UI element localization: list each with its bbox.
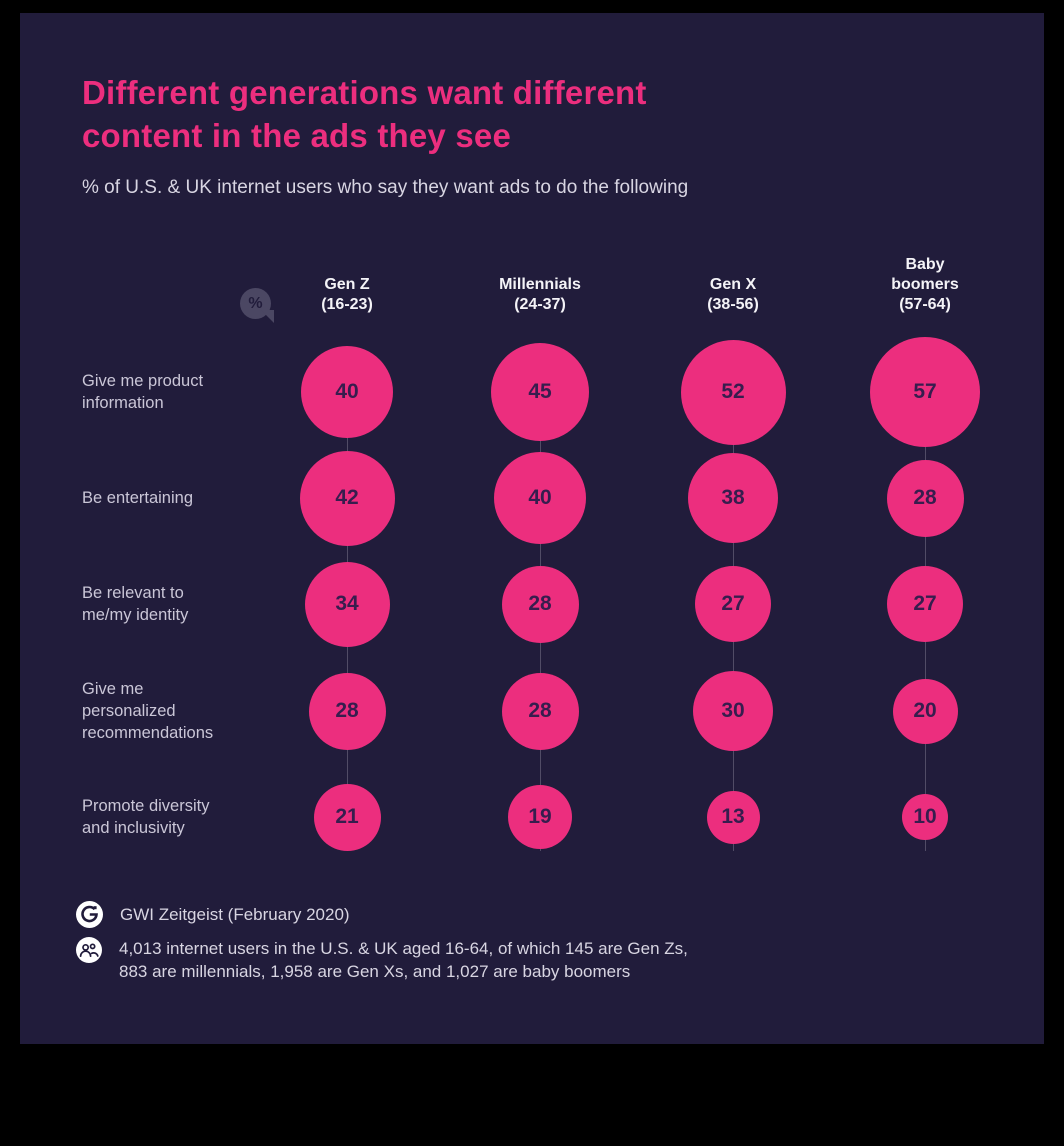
chart-subtitle: % of U.S. & UK internet users who say th… bbox=[82, 177, 689, 198]
bubble-gen-x-row2: 38 bbox=[688, 453, 778, 543]
bubble-millennials-row4: 28 bbox=[501, 672, 579, 750]
bubble-value: 57 bbox=[913, 380, 937, 403]
bubble-gen-z-row2: 42 bbox=[299, 450, 395, 546]
bubble-baby-boomers-row2: 28 bbox=[886, 459, 964, 537]
row-label: Be entertaining bbox=[82, 489, 193, 507]
bubble-millennials-row2: 40 bbox=[494, 452, 586, 544]
badge-tail bbox=[261, 310, 274, 323]
bubble-value: 28 bbox=[528, 592, 552, 615]
bubble-value: 28 bbox=[335, 699, 359, 722]
sample-text: 4,013 internet users in the U.S. & UK ag… bbox=[119, 939, 688, 981]
bubble-gen-x-row4: 30 bbox=[693, 671, 773, 751]
percent-unit-badge: % bbox=[240, 288, 274, 323]
bubble-chart: Gen Z (16-23) Millennials (24-37) Gen X (3… bbox=[20, 13, 1044, 1044]
row-label: Give me product information bbox=[82, 372, 204, 412]
bubble-gen-z-row3: 34 bbox=[304, 561, 390, 647]
bubble-value: 28 bbox=[913, 486, 937, 509]
bubble-gen-x-row3: 27 bbox=[695, 566, 771, 642]
bubble-gen-z-row5: 21 bbox=[313, 783, 381, 851]
percent-unit-label: % bbox=[248, 294, 263, 312]
bubble-gen-z-row4: 28 bbox=[308, 672, 386, 750]
column-header-gen-z: Gen Z (16-23) bbox=[321, 276, 373, 313]
chart-canvas: Different generations want different con… bbox=[20, 13, 1044, 1044]
bubble-gen-z-row1: 40 bbox=[301, 346, 393, 438]
bubble-gen-x-row1: 52 bbox=[680, 339, 786, 445]
bubble-millennials-row3: 28 bbox=[501, 565, 579, 643]
bubble-value: 30 bbox=[721, 699, 745, 722]
chart-title: Different generations want different con… bbox=[82, 74, 647, 154]
bubble-value: 38 bbox=[721, 486, 745, 509]
column-header-baby-boomers: Baby boomers (57-64) bbox=[891, 256, 959, 313]
row-label: Promote diversity and inclusivity bbox=[82, 797, 210, 837]
bubble-baby-boomers-row1: 57 bbox=[870, 337, 980, 447]
bubble-value: 40 bbox=[335, 380, 359, 403]
row-label: Give me personalized recommendations bbox=[82, 680, 214, 742]
bubble-baby-boomers-row4: 20 bbox=[892, 678, 958, 744]
column-header-gen-x: Gen X (38-56) bbox=[707, 276, 759, 313]
bubble-value: 13 bbox=[721, 805, 745, 828]
bubble-millennials-row5: 19 bbox=[508, 785, 572, 849]
bubble-gen-x-row5: 13 bbox=[706, 790, 760, 844]
bubble-value: 20 bbox=[913, 699, 937, 722]
row-label: Be relevant to me/my identity bbox=[82, 584, 189, 624]
source-text: GWI Zeitgeist (February 2020) bbox=[120, 905, 350, 924]
sample-row: 4,013 internet users in the U.S. & UK ag… bbox=[76, 937, 688, 983]
bubble-value: 27 bbox=[721, 592, 745, 615]
bubble-value: 21 bbox=[335, 805, 359, 828]
gwi-logo-icon bbox=[76, 901, 103, 928]
bubble-value: 27 bbox=[913, 592, 937, 615]
bubble-value: 45 bbox=[528, 380, 552, 403]
bubble-baby-boomers-row3: 27 bbox=[887, 566, 963, 642]
bubble-baby-boomers-row5: 10 bbox=[902, 794, 948, 840]
column-header-millennials: Millennials (24-37) bbox=[499, 276, 581, 313]
bubble-value: 10 bbox=[913, 805, 937, 828]
bubble-value: 34 bbox=[335, 592, 359, 615]
audience-icon bbox=[76, 937, 102, 964]
source-row: GWI Zeitgeist (February 2020) bbox=[76, 901, 350, 928]
bubble-value: 42 bbox=[335, 486, 359, 509]
bubble-value: 40 bbox=[528, 486, 552, 509]
bubble-value: 52 bbox=[721, 380, 745, 403]
bubble-millennials-row1: 45 bbox=[491, 343, 589, 441]
bubble-value: 19 bbox=[528, 805, 552, 828]
bubble-value: 28 bbox=[528, 699, 552, 722]
